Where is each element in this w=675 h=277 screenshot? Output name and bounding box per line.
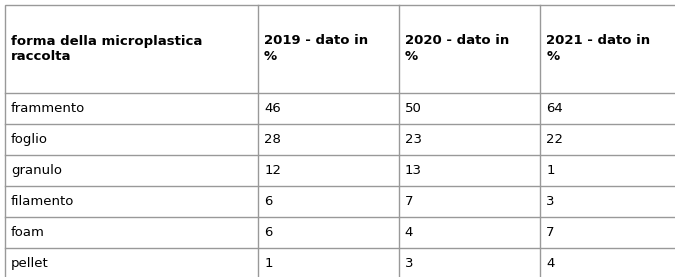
Text: 12: 12	[264, 164, 281, 177]
Text: 2020 - dato in
%: 2020 - dato in %	[404, 35, 509, 63]
Text: 64: 64	[546, 102, 563, 115]
Text: 6: 6	[264, 195, 273, 208]
Text: 50: 50	[404, 102, 421, 115]
Text: pellet: pellet	[11, 257, 49, 270]
Text: 46: 46	[264, 102, 281, 115]
Text: 6: 6	[264, 226, 273, 239]
Text: 3: 3	[404, 257, 413, 270]
Text: 28: 28	[264, 133, 281, 146]
Text: foglio: foglio	[11, 133, 48, 146]
Text: frammento: frammento	[11, 102, 85, 115]
Text: foam: foam	[11, 226, 45, 239]
Text: 2021 - dato in
%: 2021 - dato in %	[546, 35, 651, 63]
Text: 2019 - dato in
%: 2019 - dato in %	[264, 35, 369, 63]
Text: granulo: granulo	[11, 164, 62, 177]
Text: forma della microplastica
raccolta: forma della microplastica raccolta	[11, 35, 202, 63]
Text: 7: 7	[404, 195, 413, 208]
Text: 1: 1	[546, 164, 555, 177]
Text: 22: 22	[546, 133, 563, 146]
Text: 13: 13	[404, 164, 421, 177]
Text: filamento: filamento	[11, 195, 74, 208]
Text: 7: 7	[546, 226, 555, 239]
Text: 1: 1	[264, 257, 273, 270]
Text: 23: 23	[404, 133, 421, 146]
Text: 4: 4	[546, 257, 555, 270]
Text: 4: 4	[404, 226, 413, 239]
Text: 3: 3	[546, 195, 555, 208]
